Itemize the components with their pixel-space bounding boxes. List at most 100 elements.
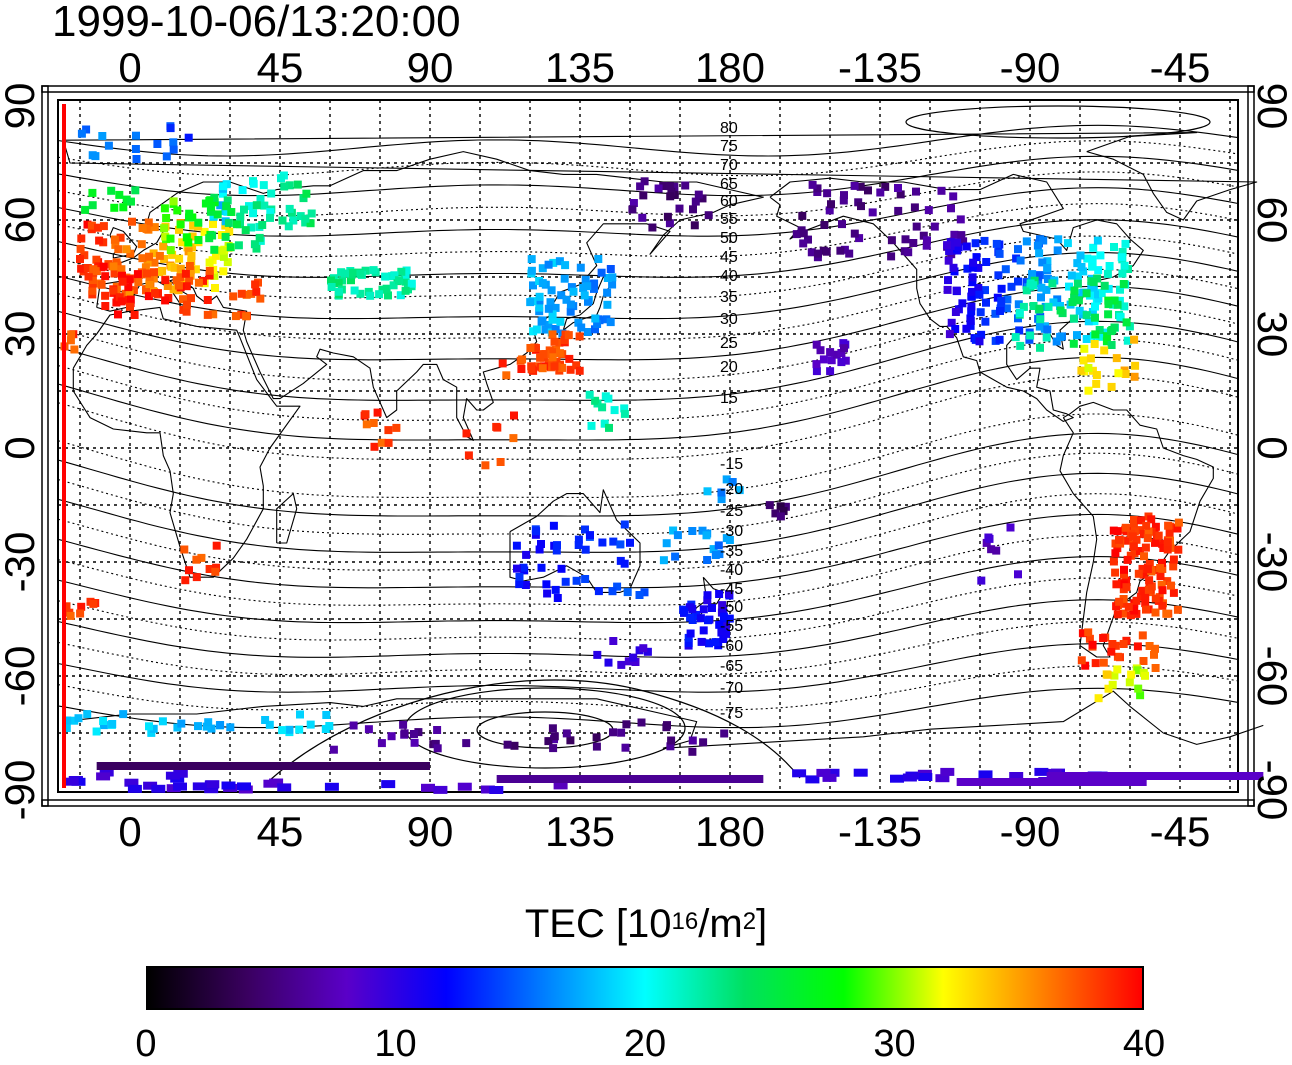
tec-cell xyxy=(1091,303,1099,311)
tec-cell xyxy=(820,221,828,229)
tec-cell xyxy=(997,297,1005,305)
tec-cell xyxy=(67,612,75,620)
tec-cell xyxy=(1129,532,1137,540)
tec-cell xyxy=(857,202,865,210)
tec-cell xyxy=(840,191,848,199)
top-lon-tick: -135 xyxy=(838,44,922,91)
tec-cell xyxy=(1110,243,1118,251)
tec-cell xyxy=(260,181,268,189)
tec-cell xyxy=(533,326,541,334)
tec-cell xyxy=(222,233,230,241)
tec-cell xyxy=(987,545,995,553)
tec-cell xyxy=(205,234,213,242)
tec-cell xyxy=(237,782,251,790)
colorbar-tick-label: 40 xyxy=(1123,1024,1165,1064)
tec-cell xyxy=(206,267,214,275)
colorbar-tick-label: 30 xyxy=(873,1024,915,1064)
tec-cell xyxy=(963,243,971,251)
tec-cell xyxy=(688,748,696,756)
tec-cell xyxy=(1108,640,1116,648)
tec-cell xyxy=(249,209,257,217)
tec-cell xyxy=(1115,598,1123,606)
tec-cell xyxy=(1099,634,1107,642)
tec-cell xyxy=(348,269,356,277)
tec-cell xyxy=(206,259,214,267)
tec-cell xyxy=(111,236,119,244)
tec-cell xyxy=(704,616,712,624)
tec-cell xyxy=(598,403,606,411)
tec-cell xyxy=(434,744,442,752)
tec-cell xyxy=(1077,367,1085,375)
bottom-lon-tick: 0 xyxy=(118,808,141,855)
tec-cell xyxy=(695,191,703,199)
tec-cell xyxy=(236,213,244,221)
tec-cell xyxy=(78,130,86,138)
tec-cell xyxy=(1121,262,1129,270)
tec-cell xyxy=(159,242,167,250)
tec-cell xyxy=(162,214,170,222)
bottom-lon-tick: 90 xyxy=(407,808,454,855)
tec-cell xyxy=(1107,327,1115,335)
tec-cell xyxy=(1112,580,1120,588)
tec-cell xyxy=(194,236,202,244)
tec-cell xyxy=(1087,354,1095,362)
tec-cell xyxy=(1134,685,1142,693)
tec-cell xyxy=(186,262,194,270)
tec-cell xyxy=(944,276,952,284)
tec-cell xyxy=(854,769,868,777)
tec-cell xyxy=(594,255,602,263)
tec-cell xyxy=(167,246,175,254)
tec-cell xyxy=(370,419,378,427)
top-lon-tick: 45 xyxy=(257,44,304,91)
tec-cell xyxy=(1106,262,1114,270)
tec-cell xyxy=(134,270,142,278)
tec-cell xyxy=(638,719,646,727)
tec-cell xyxy=(549,330,557,338)
tec-cell xyxy=(1122,524,1130,532)
tec-cell xyxy=(75,714,83,722)
tec-cell xyxy=(1091,330,1099,338)
tec-cell xyxy=(581,291,589,299)
tec-cell xyxy=(133,155,141,163)
tec-cell xyxy=(211,568,219,576)
tec-cell xyxy=(674,531,682,539)
tec-cell xyxy=(938,187,946,195)
tec-cell xyxy=(1130,336,1138,344)
tec-cell xyxy=(1026,332,1034,340)
tec-band xyxy=(97,762,430,770)
tec-cell xyxy=(638,214,646,222)
tec-cell xyxy=(617,661,625,669)
tec-cell xyxy=(994,271,1002,279)
tec-cell xyxy=(609,637,617,645)
tec-cell xyxy=(981,237,989,245)
tec-cell xyxy=(953,239,961,247)
tec-cell xyxy=(950,231,958,239)
tec-cell xyxy=(375,290,383,298)
tec-cell xyxy=(163,152,171,160)
tec-cell xyxy=(1152,664,1160,672)
tec-cell xyxy=(996,250,1004,258)
tec-cell xyxy=(700,605,708,613)
tec-cell xyxy=(691,221,699,229)
tec-cell xyxy=(777,512,785,520)
tec-cell xyxy=(1084,364,1092,372)
tec-cell xyxy=(493,424,501,432)
tec-cell xyxy=(515,580,523,588)
tec-cell xyxy=(193,573,201,581)
tec-cell xyxy=(1083,289,1091,297)
tec-cell xyxy=(77,235,85,243)
mag-lat-label: 20 xyxy=(720,359,738,376)
tec-cell xyxy=(401,729,409,737)
tec-cell xyxy=(703,531,711,539)
tec-cell xyxy=(1120,566,1128,574)
tec-cell xyxy=(552,586,560,594)
tec-cell xyxy=(1054,246,1062,254)
left-lat-tick: 60 xyxy=(0,197,43,244)
tec-cell xyxy=(887,252,895,260)
tec-cell xyxy=(676,205,684,213)
right-lat-tick: 0 xyxy=(1249,436,1292,459)
tec-cell xyxy=(549,353,557,361)
tec-cell xyxy=(402,287,410,295)
tec-cell xyxy=(504,741,512,749)
tec-cell xyxy=(838,220,846,228)
